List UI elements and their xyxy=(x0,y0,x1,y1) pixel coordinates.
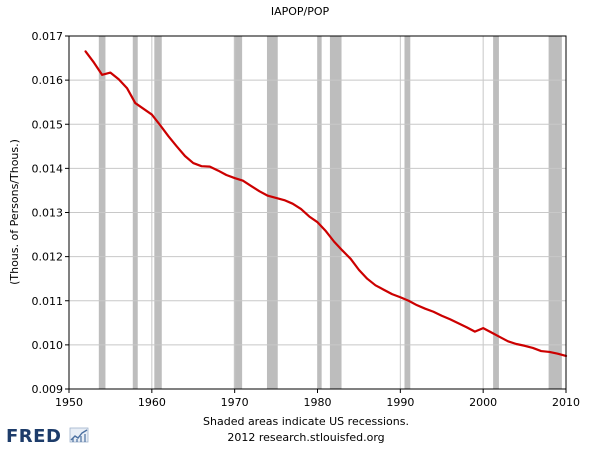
fred-logo[interactable]: FRED xyxy=(6,426,89,447)
x-axis-ticks: 1950 1960 1970 1980 1990 2000 2010 xyxy=(55,389,580,409)
x-tick-label: 1950 xyxy=(55,396,83,409)
y-tick-label: 0.015 xyxy=(32,118,64,131)
y-tick-label: 0.014 xyxy=(32,162,64,175)
y-tick-label: 0.009 xyxy=(32,383,64,396)
fred-logo-text: FRED xyxy=(6,426,61,447)
x-tick-label: 1990 xyxy=(386,396,414,409)
series-layer xyxy=(84,50,568,358)
recession-note: Shaded areas indicate US recessions. xyxy=(203,415,409,428)
y-tick-label: 0.013 xyxy=(32,207,64,220)
y-tick-label: 0.011 xyxy=(32,295,64,308)
y-axis-label: (Thous. of Persons/Thous.) xyxy=(8,139,21,285)
x-tick-label: 1970 xyxy=(221,396,249,409)
x-tick-label: 2000 xyxy=(469,396,497,409)
y-tick-label: 0.012 xyxy=(32,251,64,264)
y-tick-label: 0.016 xyxy=(32,74,64,87)
source-note: 2012 research.stlouisfed.org xyxy=(227,431,384,444)
grid-layer xyxy=(69,36,566,389)
series-line xyxy=(84,50,568,358)
y-tick-label: 0.010 xyxy=(32,339,64,352)
x-tick-label: 2010 xyxy=(552,396,580,409)
chart-title: IAPOP/POP xyxy=(271,5,330,18)
x-tick-label: 1980 xyxy=(304,396,332,409)
fred-chart-icon xyxy=(69,427,89,443)
x-tick-label: 1960 xyxy=(138,396,166,409)
y-axis-ticks: 0.009 0.010 0.011 0.012 0.013 0.014 0.015 0.016… xyxy=(32,30,69,396)
y-tick-label: 0.017 xyxy=(32,30,64,43)
